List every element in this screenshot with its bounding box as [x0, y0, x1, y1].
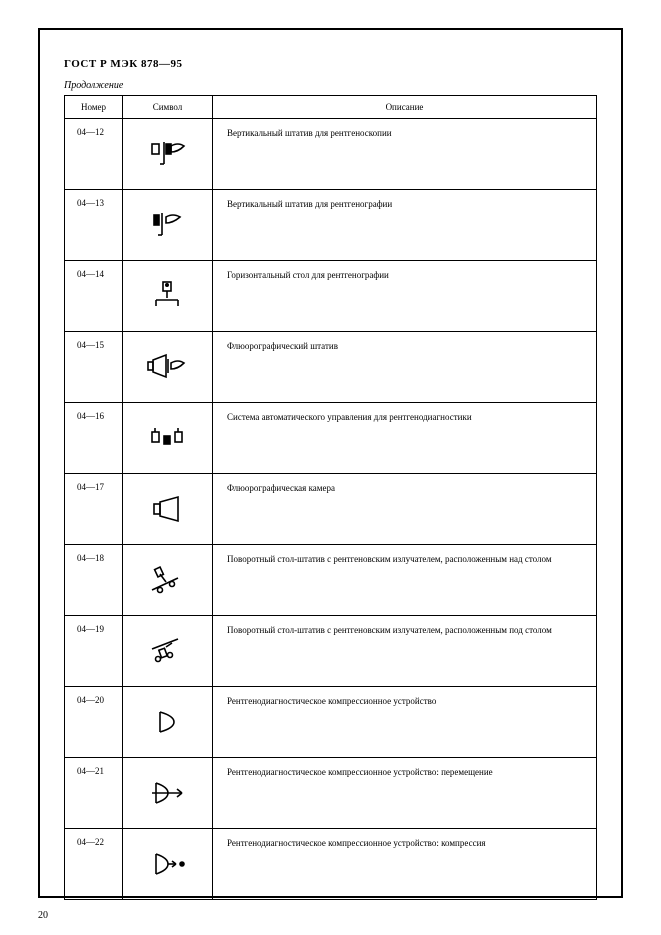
row-description: Вертикальный штатив для рентгеноскопии	[213, 119, 597, 190]
auto-control-icon	[138, 418, 198, 458]
header-number: Номер	[65, 96, 123, 119]
fluorographic-stand-icon	[138, 347, 198, 387]
continuation-label: Продолжение	[64, 80, 597, 91]
page-number: 20	[38, 910, 48, 921]
row-description: Флюорографическая камера	[213, 474, 597, 545]
row-description: Поворотный стол-штатив с рентгеновским и…	[213, 545, 597, 616]
symbol-cell	[123, 829, 213, 900]
compression-compress-icon	[138, 844, 198, 884]
row-number: 04—20	[65, 687, 123, 758]
document-code: ГОСТ Р МЭК 878—95	[64, 58, 597, 70]
symbols-table: Номер Символ Описание 04—12	[64, 95, 597, 900]
table-header-row: Номер Символ Описание	[65, 96, 597, 119]
table-row: 04—15 Флюорографический штатив	[65, 332, 597, 403]
compression-move-icon	[138, 773, 198, 813]
table-row: 04—19 Поворотный стол-штатив с рентгенов…	[65, 616, 597, 687]
row-description: Поворотный стол-штатив с рентгеновским и…	[213, 616, 597, 687]
tilting-table-over-icon	[138, 560, 198, 600]
table-row: 04—18 Поворотный стол-штатив с рентгенов…	[65, 545, 597, 616]
row-description: Рентгенодиагностическое компрессионное у…	[213, 758, 597, 829]
tilting-table-under-icon	[138, 631, 198, 671]
symbol-cell	[123, 758, 213, 829]
row-number: 04—14	[65, 261, 123, 332]
symbol-cell	[123, 261, 213, 332]
row-description: Система автоматического управления для р…	[213, 403, 597, 474]
row-description: Флюорографический штатив	[213, 332, 597, 403]
header-description: Описание	[213, 96, 597, 119]
row-number: 04—21	[65, 758, 123, 829]
fluoroscopy-stand-icon	[138, 134, 198, 174]
row-number: 04—13	[65, 190, 123, 261]
symbol-cell	[123, 616, 213, 687]
row-number: 04—12	[65, 119, 123, 190]
symbol-cell	[123, 403, 213, 474]
row-description: Вертикальный штатив для рентгенографии	[213, 190, 597, 261]
table-row: 04—20 Рентгенодиагностическое компрессио…	[65, 687, 597, 758]
row-number: 04—22	[65, 829, 123, 900]
table-row: 04—16 Система автоматического управления…	[65, 403, 597, 474]
table-row: 04—13 Вертикальный штатив для рентгеногр…	[65, 190, 597, 261]
symbol-cell	[123, 545, 213, 616]
page-frame: ГОСТ Р МЭК 878—95 Продолжение Номер Симв…	[38, 28, 623, 898]
table-row: 04—12 Вертикальный штатив для рентгеноск…	[65, 119, 597, 190]
table-row: 04—17 Флюорографическая камера	[65, 474, 597, 545]
row-description: Горизонтальный стол для рентгенографии	[213, 261, 597, 332]
fluorographic-camera-icon	[138, 489, 198, 529]
header-symbol: Символ	[123, 96, 213, 119]
symbol-cell	[123, 332, 213, 403]
radiography-stand-icon	[138, 205, 198, 245]
row-number: 04—17	[65, 474, 123, 545]
symbol-cell	[123, 119, 213, 190]
row-number: 04—18	[65, 545, 123, 616]
compression-device-icon	[138, 702, 198, 742]
row-description: Рентгенодиагностическое компрессионное у…	[213, 687, 597, 758]
symbol-cell	[123, 190, 213, 261]
row-number: 04—16	[65, 403, 123, 474]
horizontal-table-icon	[138, 276, 198, 316]
row-description: Рентгенодиагностическое компрессионное у…	[213, 829, 597, 900]
symbol-cell	[123, 474, 213, 545]
table-row: 04—22 Рентгенодиагностическое компрессио…	[65, 829, 597, 900]
table-row: 04—14 Горизонтальный стол для рентге	[65, 261, 597, 332]
table-row: 04—21 Рентгенодиагностическое компрессио…	[65, 758, 597, 829]
row-number: 04—15	[65, 332, 123, 403]
row-number: 04—19	[65, 616, 123, 687]
symbol-cell	[123, 687, 213, 758]
